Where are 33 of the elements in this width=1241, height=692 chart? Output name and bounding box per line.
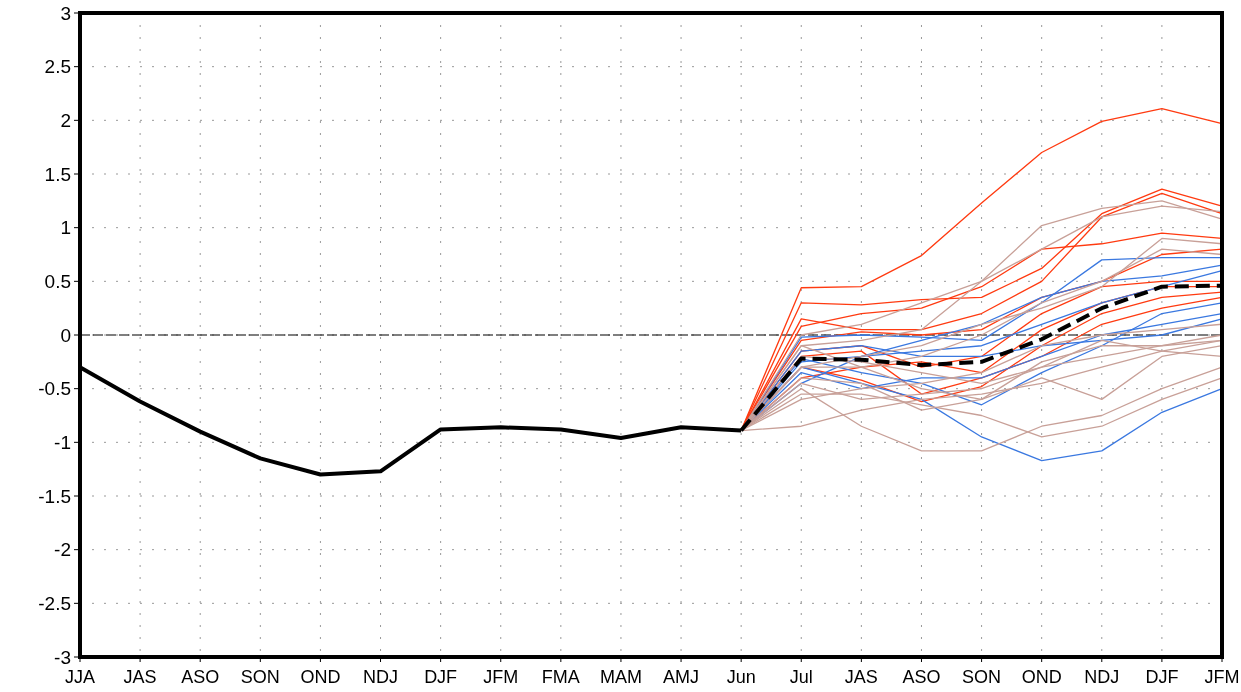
x-tick-label: DJF	[1145, 667, 1179, 687]
y-tick-label: 3	[60, 2, 71, 24]
x-tick-label: AMJ	[663, 667, 700, 687]
y-tick-label: 0	[60, 324, 71, 346]
y-tick-label: -3	[54, 646, 71, 668]
y-tick-label: -2.5	[38, 592, 71, 614]
y-tick-label: -0.5	[38, 378, 71, 400]
x-tick-label: SON	[240, 667, 280, 687]
x-tick-label: JFM	[483, 667, 519, 687]
x-tick-label: JJA	[64, 667, 96, 687]
y-tick-label: 2	[60, 109, 71, 131]
x-tick-label: SON	[962, 667, 1002, 687]
y-tick-label: -1.5	[38, 485, 71, 507]
x-tick-label: Jun	[726, 667, 756, 687]
x-tick-label: JAS	[123, 667, 157, 687]
x-tick-label: NDJ	[1084, 667, 1120, 687]
x-tick-label: ASO	[181, 667, 220, 687]
x-tick-label: NDJ	[363, 667, 399, 687]
x-tick-label: ASO	[902, 667, 941, 687]
y-tick-label: 1.5	[44, 163, 71, 185]
x-tick-label: JFM	[1204, 667, 1240, 687]
x-tick-label: MAM	[599, 667, 642, 687]
y-tick-label: 1	[60, 217, 71, 239]
x-tick-label: Jul	[789, 667, 813, 687]
x-tick-label: DJF	[424, 667, 458, 687]
x-tick-label: FMA	[541, 667, 580, 687]
y-tick-label: 2.5	[44, 56, 71, 78]
y-tick-label: 0.5	[44, 270, 71, 292]
y-tick-label: -1	[54, 431, 71, 453]
x-tick-label: JAS	[844, 667, 878, 687]
y-tick-label: -2	[54, 539, 71, 561]
x-tick-label: OND	[1021, 667, 1062, 687]
x-tick-label: OND	[300, 667, 341, 687]
